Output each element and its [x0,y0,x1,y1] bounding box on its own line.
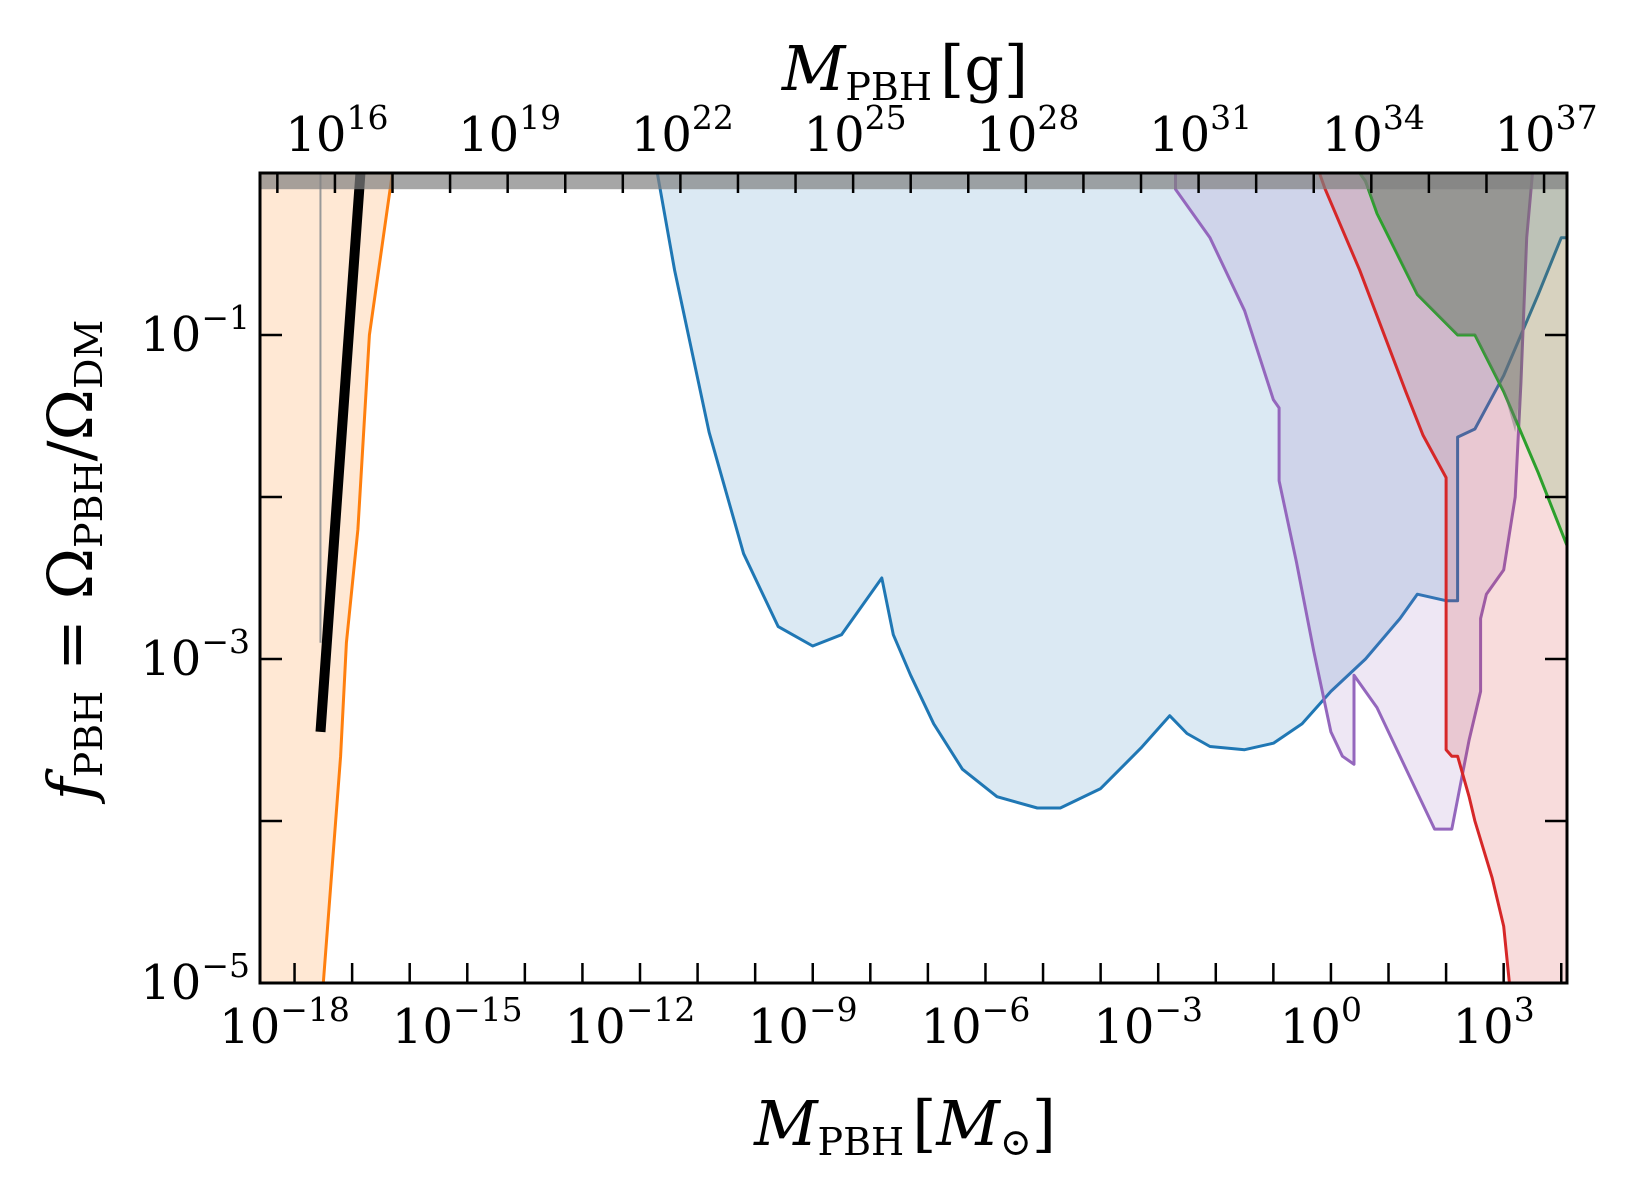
x-tick-label: 10−18 [219,990,350,1055]
constraint-region-4 [1359,173,1567,546]
constraint-line-1 [655,173,1567,810]
x-tick-label: 10−15 [392,990,523,1055]
plot-frame [258,171,1569,985]
constraint-region-5 [1359,173,1533,433]
y-tick-label: 10−5 [140,946,250,1011]
x-tick-label: 10−9 [748,990,858,1055]
top-tick-label: 1016 [285,98,388,163]
top-tick-label: 1031 [1149,98,1252,163]
constraint-region-0 [260,173,393,983]
constraint-line-2 [1174,173,1534,831]
top-tick-label: 1019 [458,98,561,163]
top-tick-label: 1022 [631,98,734,163]
top-tick-label: 1028 [976,98,1079,163]
x-tick-label: 103 [1453,990,1535,1055]
constraint-region-3 [1319,173,1567,983]
constraint-line-4 [1358,173,1567,547]
y-tick-label: 10−1 [140,298,250,363]
top-tick-label: 1037 [1495,98,1598,163]
x-axis-title: MPBH [M⊙] [753,1087,1056,1164]
plot-area [260,173,1567,983]
x-tick-label: 100 [1280,990,1362,1055]
x-tick-label: 10−6 [921,990,1031,1055]
constraint-region-2 [1175,173,1533,830]
constraint-line-6 [315,173,366,733]
overclosure-band [260,173,1567,190]
top-tick-label: 1034 [1322,98,1425,163]
y-tick-label: 10−3 [140,622,250,687]
y-axis-title: fPBH = ΩPBH/ΩDM [34,320,111,805]
constraint-region-1 [657,173,1567,808]
top-tick-label: 1025 [804,98,907,163]
constraint-line-0 [321,173,394,983]
tick-labels: 10−18 10−15 10−12 10−9 10−6 10−3 100 103 1016 101… [140,98,1597,1055]
top-axis-title: MPBH [g] [781,32,1028,109]
constraint-line-3 [1317,173,1511,983]
x-tick-label: 10−12 [565,990,696,1055]
x-tick-label: 10−3 [1093,990,1203,1055]
